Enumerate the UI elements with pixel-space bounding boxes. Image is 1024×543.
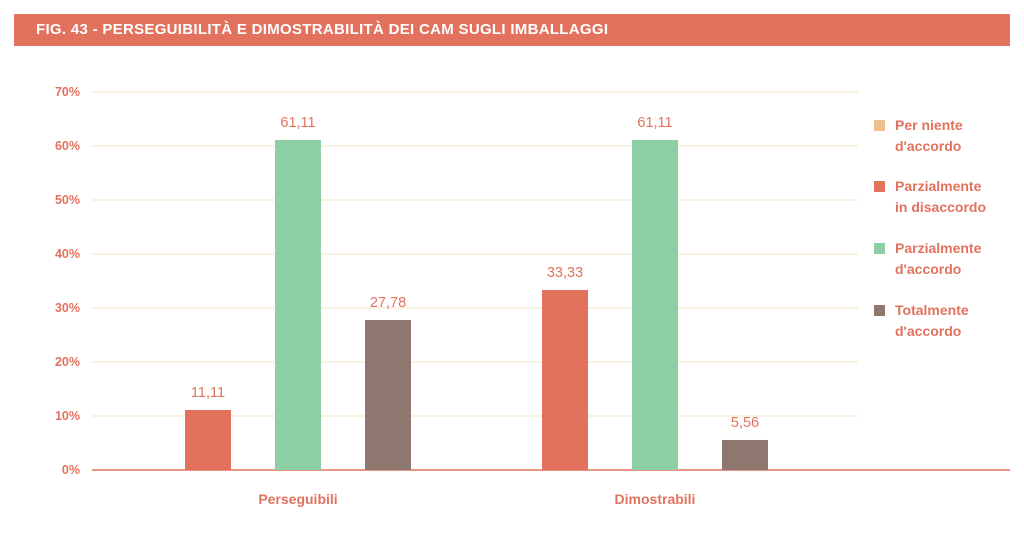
legend-label: Parzialmente [895,178,982,194]
bar [275,140,321,471]
legend-swatch [874,305,885,316]
y-tick-label: 70% [55,85,80,99]
legend-label: d'accordo [895,261,961,277]
y-tick-label: 20% [55,355,80,369]
y-tick-label: 60% [55,139,80,153]
data-label: 27,78 [370,295,406,311]
legend-label: Parzialmente [895,240,982,256]
chart-title: FIG. 43 - PERSEGUIBILITÀ E DIMOSTRABILIT… [36,21,609,38]
legend-label: in disaccordo [895,199,986,215]
bar [542,290,588,470]
category-label: Perseguibili [258,491,337,507]
legend-label: d'accordo [895,323,961,339]
bar [365,319,411,470]
bar [722,439,768,470]
legend-label: Per niente [895,117,963,133]
legend-label: d'accordo [895,138,961,154]
data-label: 61,11 [280,115,315,131]
bar [185,410,231,470]
data-label: 61,11 [637,115,672,131]
y-tick-label: 40% [55,247,80,261]
legend-label: Totalmente [895,302,969,318]
legend-swatch [874,243,885,254]
legend-swatch [874,120,885,131]
y-tick-label: 30% [55,301,80,315]
bar [632,140,678,471]
legend-swatch [874,181,885,192]
data-label: 5,56 [731,415,759,431]
data-label: 33,33 [547,265,583,281]
title-bar: FIG. 43 - PERSEGUIBILITÀ E DIMOSTRABILIT… [14,14,1010,46]
y-tick-label: 10% [55,409,80,423]
y-tick-label: 0% [62,463,80,477]
y-tick-label: 50% [55,193,80,207]
data-label: 11,11 [191,385,225,401]
category-label: Dimostrabili [615,491,696,507]
